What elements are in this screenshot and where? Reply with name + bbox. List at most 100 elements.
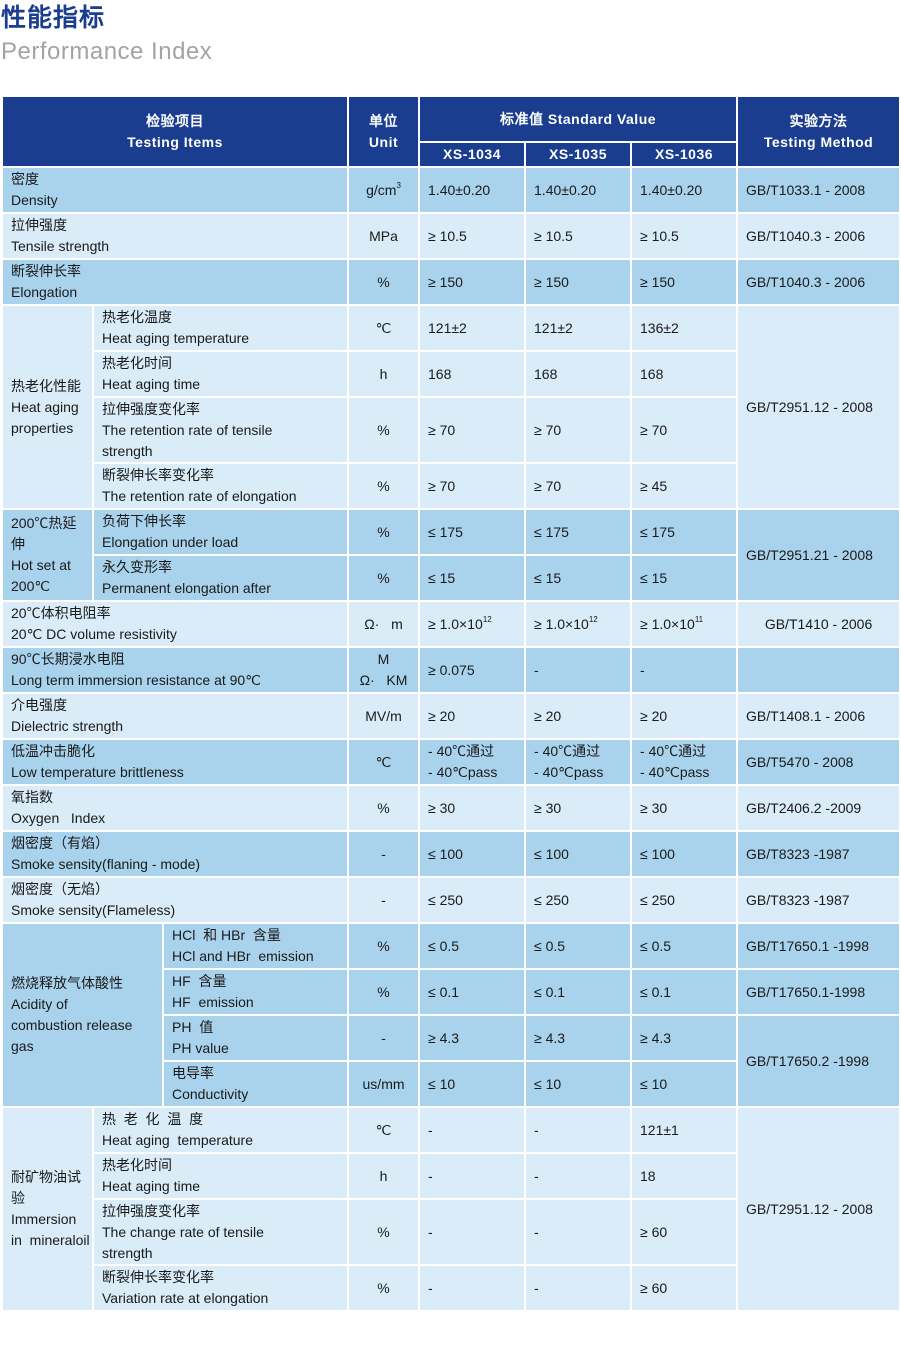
sub-item-label: 负荷下伸长率 Elongation under load [91, 508, 350, 556]
method-cell: GB/T1040.3 - 2006 [736, 258, 901, 306]
table-row: 介电强度 Dielectric strength MV/m ≥ 20 ≥ 20 ≥… [0, 692, 901, 740]
value-cell: ≥ 45 [630, 462, 739, 510]
table-row: 耐矿物油试验 Immersion in mineraloil 热 老 化 温 度 He… [1, 1106, 901, 1312]
header-testing-items: 检验项目 Testing Items [0, 95, 350, 168]
method-cell: GB/T8323 -1987 [736, 830, 901, 878]
value-cell: 168 [418, 350, 527, 398]
unit-cell: h [347, 350, 421, 398]
value-cell: ≥ 70 [630, 396, 739, 464]
value-cell: 121±2 [524, 304, 633, 352]
value-cell: ≥ 20 [630, 692, 739, 740]
table-row: 电导率 Conductivity us/mm ≤ 10 ≤ 10 ≤ 10 [2, 1060, 900, 1108]
value-cell: - [418, 1106, 527, 1154]
unit-cell: % [347, 462, 421, 510]
method-cell: GB/T8323 -1987 [736, 876, 901, 924]
value-cell: - [524, 646, 633, 694]
sub-item-label: HF 含量 HF emission [161, 968, 350, 1016]
value-cell: ≤ 250 [524, 876, 633, 924]
method-cell: GB/T1408.1 - 2006 [736, 692, 901, 740]
table-row: 200℃热延伸 Hot set at 200℃ 负荷下伸长率 Elongation u… [1, 508, 901, 602]
value-cell: ≤ 100 [630, 830, 739, 878]
unit-cell: % [347, 968, 421, 1016]
unit-cell: MV/m [347, 692, 421, 740]
value-cell: ≤ 15 [524, 554, 633, 602]
value-cell: - [524, 1106, 633, 1154]
sub-item-label: 热 老 化 温 度 Heat aging temperature [91, 1106, 350, 1154]
method-cell: GB/T5470 - 2008 [736, 738, 901, 786]
value-cell: ≥ 70 [418, 462, 527, 510]
header-standard-value: 标准值 Standard Value [418, 95, 739, 143]
method-cell: GB/T17650.2 -1998 [736, 1014, 901, 1108]
value-cell: ≤ 15 [630, 554, 739, 602]
value-cell: 136±2 [630, 304, 739, 352]
unit-cell: g/cm3 [347, 166, 421, 214]
table-row: 热老化时间 Heat aging time h - - 18 [2, 1152, 900, 1200]
item-label: 拉伸强度 Tensile strength [0, 212, 350, 260]
value-cell: ≥ 4.3 [524, 1014, 633, 1062]
header-unit: 单位 Unit [347, 95, 421, 168]
value-cell: ≤ 0.1 [524, 968, 633, 1016]
value-cell: 1.40±0.20 [418, 166, 527, 214]
method-cell: GB/T17650.1-1998 [736, 968, 901, 1016]
value-cell: 1.40±0.20 [524, 166, 633, 214]
method-cell: GB/T2951.12 - 2008 [736, 304, 901, 510]
value-cell: ≥ 60 [630, 1198, 739, 1266]
table-header: 检验项目 Testing Items 单位 Unit 标准值 Standard Va… [0, 95, 901, 168]
table-row: 拉伸强度 Tensile strength MPa ≥ 10.5 ≥ 10.5 ≥… [0, 212, 901, 260]
unit-cell: - [347, 830, 421, 878]
item-label: 20℃体积电阻率 20℃ DC volume resistivity [0, 600, 350, 648]
table-row: 低温冲击脆化 Low temperature brittleness ℃ - 40… [0, 738, 901, 786]
item-label: 密度 Density [0, 166, 350, 214]
table-row: 断裂伸长率变化率 Variation rate at elongation % -… [2, 1264, 900, 1312]
unit-cell: % [347, 784, 421, 832]
sub-item-label: 热老化时间 Heat aging time [91, 1152, 350, 1200]
unit-cell: % [347, 508, 421, 556]
value-cell: - [524, 1152, 633, 1200]
page-title-cn: 性能指标 [1, 3, 106, 32]
value-cell: - [418, 1264, 527, 1312]
table-row: 20℃体积电阻率 20℃ DC volume resistivity Ω· m ≥… [0, 600, 901, 648]
item-label: 烟密度（无焰） Smoke sensity(Flameless) [0, 876, 350, 924]
header-col-xs1036: XS-1036 [630, 141, 739, 168]
sub-item-label: 热老化时间 Heat aging time [91, 350, 350, 398]
unit-cell: ℃ [347, 738, 421, 786]
value-cell: ≥ 150 [524, 258, 633, 306]
unit-cell: % [347, 922, 421, 970]
unit-cell: % [347, 1198, 421, 1266]
value-cell: ≤ 0.5 [418, 922, 527, 970]
value-cell: - 40℃通过 - 40℃pass [630, 738, 739, 786]
unit-cell: % [347, 554, 421, 602]
value-cell: - [630, 646, 739, 694]
unit-cell: ℃ [347, 304, 421, 352]
table-row: 烟密度（有焰） Smoke sensity(flaning - mode) - ≤… [0, 830, 901, 878]
unit-cell: Ω· m [347, 600, 421, 648]
value-cell: - [524, 1264, 633, 1312]
sub-item-label: 拉伸强度变化率 The retention rate of tensile stre… [91, 396, 350, 464]
value-cell: ≤ 10 [630, 1060, 739, 1108]
value-cell: ≤ 175 [524, 508, 633, 556]
table-row: 永久变形率 Permanent elongation after % ≤ 15 ≤… [2, 554, 900, 602]
value-cell: ≤ 0.5 [630, 922, 739, 970]
table-row: 拉伸强度变化率 The change rate of tensile strengt… [2, 1198, 900, 1266]
value-cell: - 40℃通过 - 40℃pass [524, 738, 633, 786]
group-label-heat-aging: 热老化性能 Heat aging properties [1, 304, 94, 510]
value-cell: ≥ 4.3 [630, 1014, 739, 1062]
value-cell: 18 [630, 1152, 739, 1200]
value-cell: ≥ 10.5 [524, 212, 633, 260]
performance-table: 检验项目 Testing Items 单位 Unit 标准值 Standard Va… [0, 95, 901, 1312]
item-label: 介电强度 Dielectric strength [0, 692, 350, 740]
value-cell: ≥ 70 [524, 396, 633, 464]
value-cell: ≥ 10.5 [630, 212, 739, 260]
table-row: 热老化时间 Heat aging time h 168 168 168 [2, 350, 900, 398]
sub-item-label: 断裂伸长率变化率 The retention rate of elongation [91, 462, 350, 510]
table-row: 拉伸强度变化率 The retention rate of tensile stre… [2, 396, 900, 464]
unit-cell: - [347, 876, 421, 924]
unit-cell: % [347, 396, 421, 464]
unit-cell: ℃ [347, 1106, 421, 1154]
value-cell: 168 [524, 350, 633, 398]
method-cell: GB/T1040.3 - 2006 [736, 212, 901, 260]
sub-item-label: 拉伸强度变化率 The change rate of tensile strengt… [91, 1198, 350, 1266]
table-row: 90℃长期浸水电阻 Long term immersion resistance … [0, 646, 901, 694]
value-cell: ≥ 1.0×1012 [418, 600, 527, 648]
value-cell: ≥ 4.3 [418, 1014, 527, 1062]
